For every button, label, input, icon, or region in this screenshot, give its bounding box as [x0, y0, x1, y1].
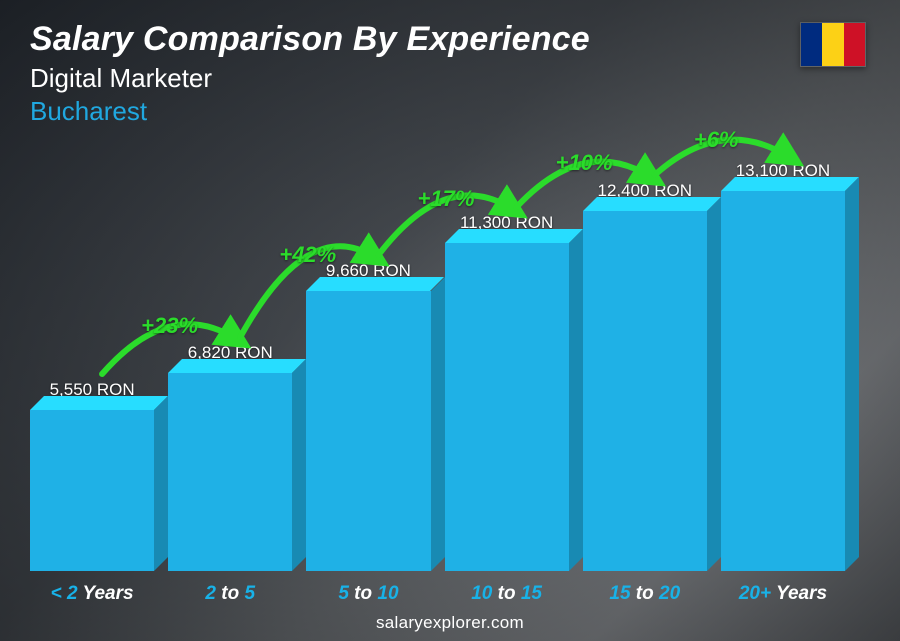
percent-increase-label: +23%	[141, 313, 198, 339]
percent-increase-label: +6%	[694, 127, 739, 153]
percent-increase-label: +10%	[556, 150, 613, 176]
increase-arrow-icon	[0, 0, 900, 641]
percent-increase-label: +17%	[418, 186, 475, 212]
percent-increase-label: +42%	[279, 242, 336, 268]
chart-canvas: Salary Comparison By Experience Digital …	[0, 0, 900, 641]
